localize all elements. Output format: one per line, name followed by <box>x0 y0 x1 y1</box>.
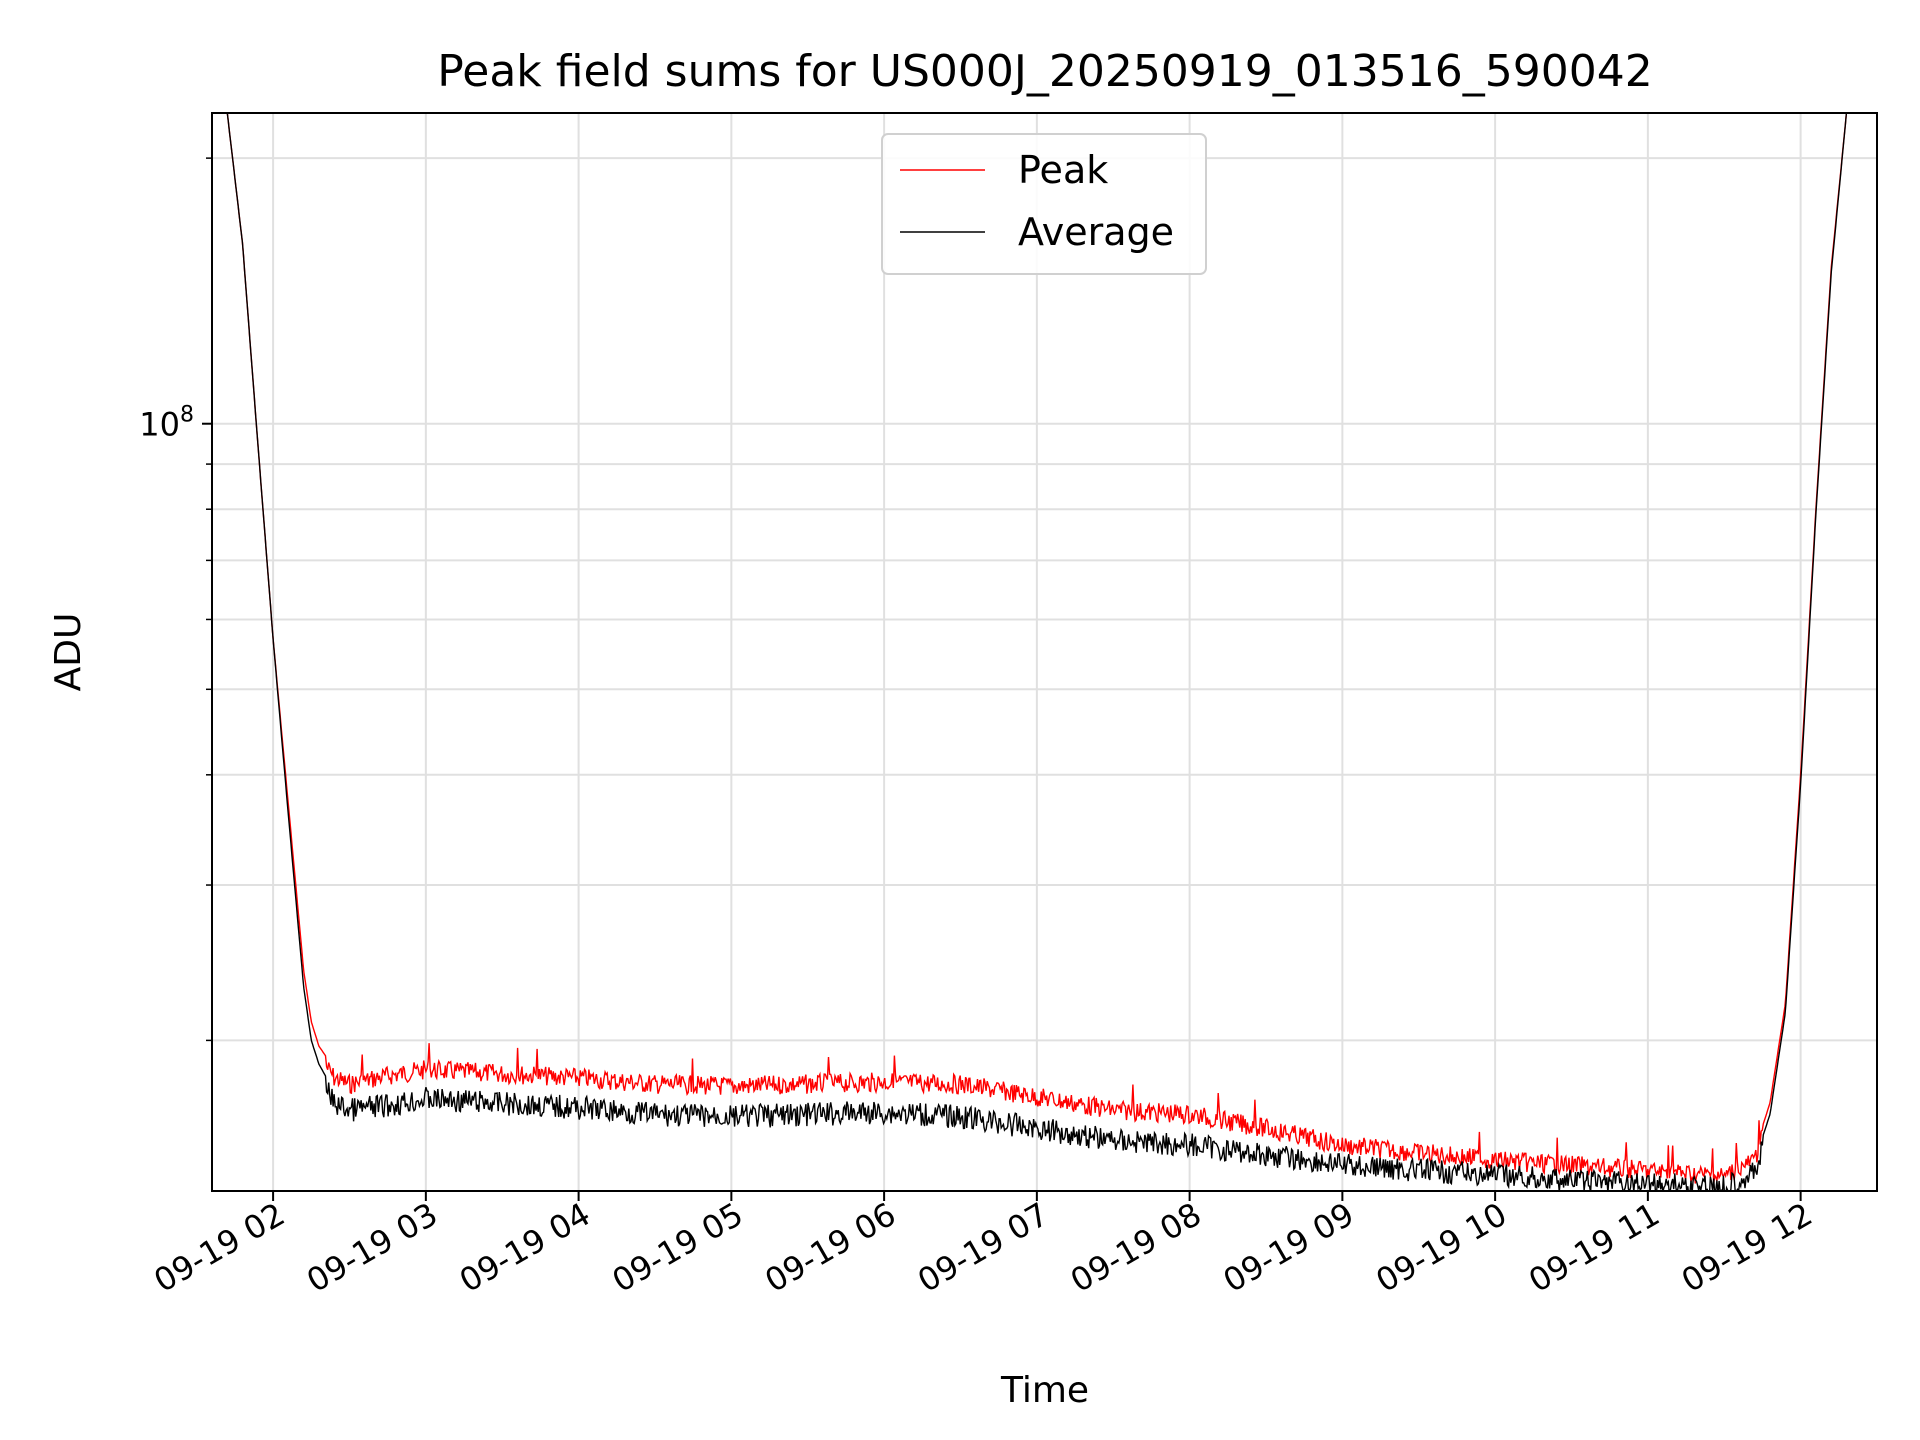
legend-label-peak: Peak <box>1018 148 1108 192</box>
legend-box <box>881 133 1207 275</box>
data-lines <box>226 113 1848 1191</box>
x-tick-label: 09-19 11 <box>1522 1195 1666 1300</box>
x-tick-label: 09-19 12 <box>1675 1195 1819 1300</box>
grid-lines <box>212 113 1877 1191</box>
plot-frame <box>211 112 1878 1192</box>
x-tick-label: 09-19 04 <box>453 1195 597 1300</box>
chart-title: Peak field sums for US000J_20250919_0135… <box>437 46 1652 97</box>
x-tick-label: 09-19 10 <box>1370 1195 1514 1300</box>
x-tick-label: 09-19 02 <box>148 1195 292 1300</box>
series-line-average <box>226 113 1848 1191</box>
y-tick-label: 108 <box>139 403 194 444</box>
x-axis: 09-19 02 09-19 03 09-19 04 09-19 05 09-19 06… <box>148 1191 1819 1300</box>
x-tick-label: 09-19 07 <box>911 1195 1055 1300</box>
y-axis-label: ADU <box>48 613 89 692</box>
legend-label-average: Average <box>1018 210 1174 254</box>
x-tick-label: 09-19 03 <box>300 1195 444 1300</box>
x-tick-label: 09-19 08 <box>1064 1195 1208 1300</box>
y-axis: 108 <box>139 157 212 1042</box>
x-axis-label: Time <box>1000 1370 1089 1411</box>
x-tick-label: 09-19 09 <box>1217 1195 1361 1300</box>
x-tick-label: 09-19 06 <box>759 1195 903 1300</box>
series-line-peak <box>226 113 1848 1184</box>
legend: Peak Average <box>881 133 1207 275</box>
x-tick-label: 09-19 05 <box>606 1195 750 1300</box>
